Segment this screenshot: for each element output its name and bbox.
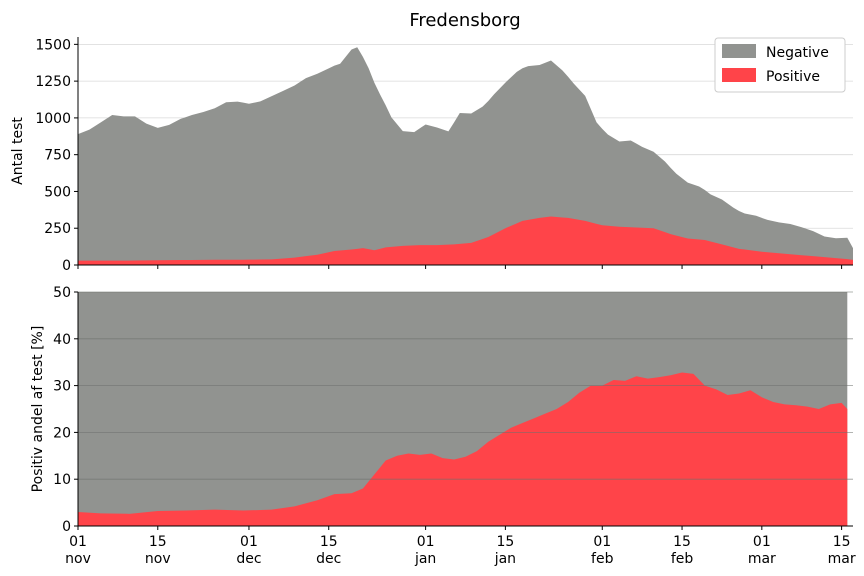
- legend-swatch-positive: [722, 68, 756, 82]
- x-tick-label-month: jan: [494, 551, 516, 567]
- x-tick-label-day: 15: [320, 534, 338, 550]
- x-tick-label-month: feb: [671, 551, 694, 567]
- top-y-tick-label: 500: [44, 184, 71, 200]
- x-tick-label-day: 15: [149, 534, 167, 550]
- positive-area: [78, 216, 853, 265]
- legend-swatch-negative: [722, 44, 756, 58]
- top-x-ticks: [77, 265, 843, 269]
- x-tick-label-day: 15: [833, 534, 851, 550]
- positive-share-area: [78, 372, 848, 526]
- bottom-y-tick-label: 0: [62, 519, 71, 535]
- bottom-y-tick-label: 50: [53, 285, 71, 301]
- x-tick-label-month: dec: [316, 551, 341, 567]
- x-tick-label-month: nov: [65, 551, 91, 567]
- top-y-tick-label: 1250: [35, 74, 71, 90]
- x-tick-label-day: 15: [673, 534, 691, 550]
- bottom-y-ticks: 0 10 20 30 40 50: [53, 285, 78, 535]
- x-tick-label-day: 01: [69, 534, 87, 550]
- top-y-ticks: 0 250 500 750 1000 1250 1500: [35, 37, 78, 274]
- x-tick-label-month: mar: [748, 551, 776, 567]
- legend-label-positive: Positive: [766, 69, 820, 85]
- x-tick-label-month: dec: [236, 551, 261, 567]
- top-y-tick-label: 1000: [35, 111, 71, 127]
- top-y-tick-label: 1500: [35, 37, 71, 53]
- x-tick-label-day: 01: [417, 534, 435, 550]
- top-y-tick-label: 750: [44, 148, 71, 164]
- bottom-x-ticks: 01nov15nov01dec15dec01jan15jan01feb15feb…: [65, 526, 856, 567]
- top-y-tick-label: 250: [44, 221, 71, 237]
- top-y-tick-label: 0: [62, 258, 71, 274]
- x-tick-label-month: nov: [145, 551, 171, 567]
- x-tick-label-month: feb: [591, 551, 614, 567]
- negative-area: [78, 47, 853, 265]
- bottom-y-tick-label: 10: [53, 472, 71, 488]
- x-tick-label-month: mar: [828, 551, 856, 567]
- chart-title: Fredensborg: [409, 10, 520, 31]
- top-panel: 0 250 500 750 1000 1250 1500 Antal test Negati…: [10, 37, 853, 274]
- x-tick-label-month: jan: [414, 551, 436, 567]
- bottom-y-axis-label: Positiv andel af test [%]: [30, 326, 46, 493]
- legend: Negative Positive: [714, 37, 846, 93]
- x-tick-label-day: 01: [753, 534, 771, 550]
- bottom-y-tick-label: 40: [53, 332, 71, 348]
- bottom-y-tick-label: 20: [53, 425, 71, 441]
- top-y-axis-label: Antal test: [10, 117, 26, 185]
- x-tick-label-day: 01: [593, 534, 611, 550]
- legend-label-negative: Negative: [766, 45, 829, 61]
- x-tick-label-day: 15: [496, 534, 514, 550]
- x-tick-label-day: 01: [240, 534, 258, 550]
- bottom-gridlines: [78, 291, 853, 480]
- bottom-y-tick-label: 30: [53, 379, 71, 395]
